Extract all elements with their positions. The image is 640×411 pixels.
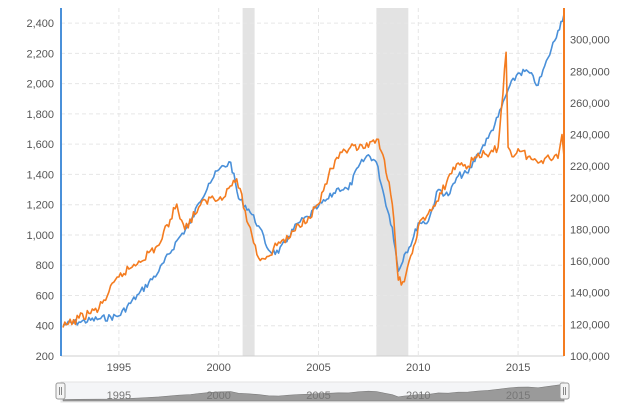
series-line-1 (62, 13, 565, 326)
gridlines (61, 8, 564, 357)
navigator[interactable]: 1995 2000 2005 2010 2015 (55, 381, 570, 403)
x-axis-tick-labels: 1995 2000 2005 2010 2015 (107, 362, 531, 374)
right-tick-label: 220,000 (570, 161, 610, 173)
x-tick-label: 2015 (506, 362, 530, 374)
left-tick-label: 1,800 (26, 109, 54, 121)
left-tick-label: 400 (36, 321, 54, 333)
navigator-tick-label: 2015 (506, 390, 530, 402)
navigator-tick-labels: 1995 2000 2005 2010 2015 (107, 390, 531, 402)
right-tick-label: 260,000 (570, 98, 610, 110)
right-tick-label: 160,000 (570, 256, 610, 268)
right-tick-label: 280,000 (570, 66, 610, 78)
x-tick-label: 2005 (306, 362, 330, 374)
right-tick-label: 200,000 (570, 193, 610, 205)
navigator-tick-label: 2000 (206, 390, 230, 402)
right-axis-tick-labels: 100,000 120,000 140,000 160,000 180,000 200,0… (570, 35, 610, 363)
x-tick-label: 1995 (107, 362, 131, 374)
right-tick-label: 240,000 (570, 130, 610, 142)
series-line-2 (62, 51, 565, 328)
navigator-tick-label: 1995 (107, 390, 131, 402)
right-tick-label: 300,000 (570, 35, 610, 47)
left-tick-label: 1,600 (26, 139, 54, 151)
navigator-right-handle[interactable] (559, 382, 570, 400)
left-tick-label: 600 (36, 290, 54, 302)
right-tick-label: 180,000 (570, 224, 610, 236)
left-tick-label: 1,200 (26, 200, 54, 212)
left-tick-label: 2,000 (26, 79, 54, 91)
left-tick-label: 800 (36, 260, 54, 272)
navigator-left-handle[interactable] (55, 382, 66, 400)
right-tick-label: 100,000 (570, 351, 610, 363)
navigator-area (62, 383, 565, 402)
left-tick-label: 2,400 (26, 18, 54, 30)
right-tick-label: 140,000 (570, 288, 610, 300)
x-tick-label: 2010 (406, 362, 430, 374)
right-tick-label: 120,000 (570, 319, 610, 331)
left-tick-label: 1,400 (26, 169, 54, 181)
navigator-tick-label: 2005 (306, 390, 330, 402)
left-axis-tick-labels: 200 400 600 800 1,000 1,200 1,400 1,600 1,800 2,0… (26, 18, 54, 363)
x-tick-label: 2000 (206, 362, 230, 374)
series-lines (62, 13, 565, 328)
navigator-tick-label: 2010 (406, 390, 430, 402)
recession-band-2 (376, 8, 409, 356)
left-tick-label: 1,000 (26, 230, 54, 242)
recession-bands (242, 8, 409, 356)
left-tick-label: 2,200 (26, 48, 54, 60)
left-tick-label: 200 (36, 351, 54, 363)
recession-band-1 (242, 8, 255, 356)
